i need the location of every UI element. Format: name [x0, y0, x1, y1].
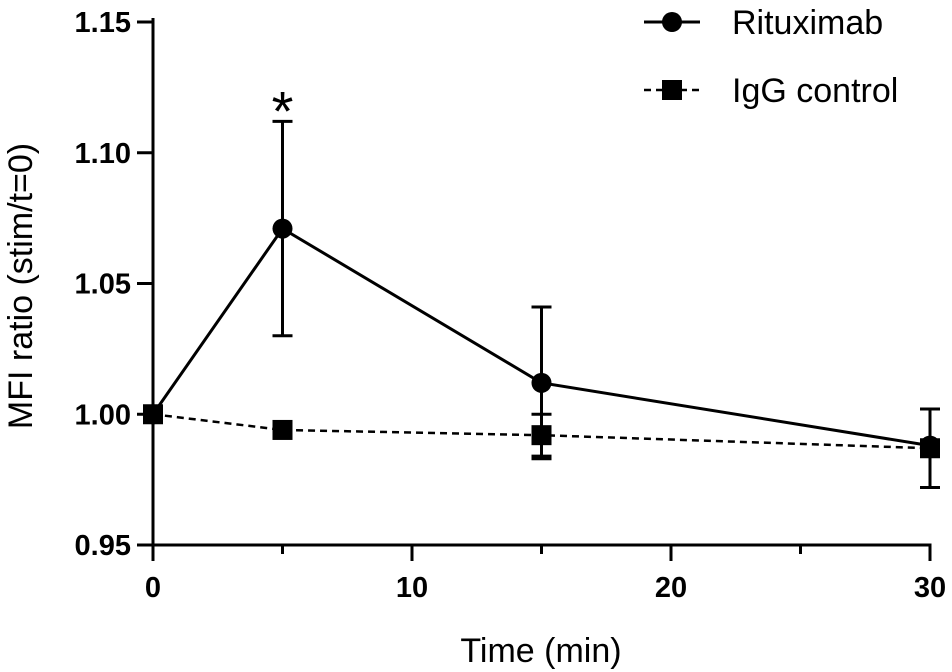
series-rituximab — [143, 119, 940, 461]
x-tick-label: 0 — [145, 572, 161, 604]
data-point — [531, 425, 552, 446]
data-point — [272, 419, 293, 440]
data-point — [272, 218, 293, 239]
y-axis-ticks: 0.95 1.00 1.05 1.10 1.15 — [75, 7, 153, 562]
y-tick-label: 1.05 — [75, 269, 131, 301]
y-tick-label: 1.15 — [75, 7, 131, 39]
annotations: * — [272, 80, 294, 143]
significance-marker: * — [272, 80, 294, 143]
legend-label: Rituximab — [732, 4, 883, 42]
series-line — [152, 413, 931, 450]
legend: Rituximab IgG control — [644, 4, 898, 110]
data-point — [920, 438, 940, 459]
legend-item: Rituximab — [644, 4, 883, 42]
x-tick-label: 30 — [914, 572, 946, 604]
y-axis-title: MFI ratio (stim/t=0) — [2, 143, 40, 429]
legend-item: IgG control — [644, 72, 898, 110]
x-tick-label: 20 — [655, 572, 687, 604]
legend-label: IgG control — [732, 72, 898, 110]
data-point — [531, 372, 552, 393]
y-tick-label: 0.95 — [75, 530, 131, 562]
x-axis-ticks: 0 10 20 30 — [145, 545, 946, 604]
y-tick-label: 1.00 — [75, 399, 131, 431]
legend-marker — [662, 80, 682, 100]
x-tick-label: 10 — [396, 572, 428, 604]
data-point — [143, 404, 163, 425]
x-axis-title: Time (min) — [460, 632, 621, 670]
y-tick-label: 1.10 — [75, 138, 131, 170]
legend-marker — [662, 12, 682, 32]
series-layer — [143, 119, 940, 489]
series-igg-control — [143, 404, 940, 489]
series-line — [151, 226, 931, 448]
